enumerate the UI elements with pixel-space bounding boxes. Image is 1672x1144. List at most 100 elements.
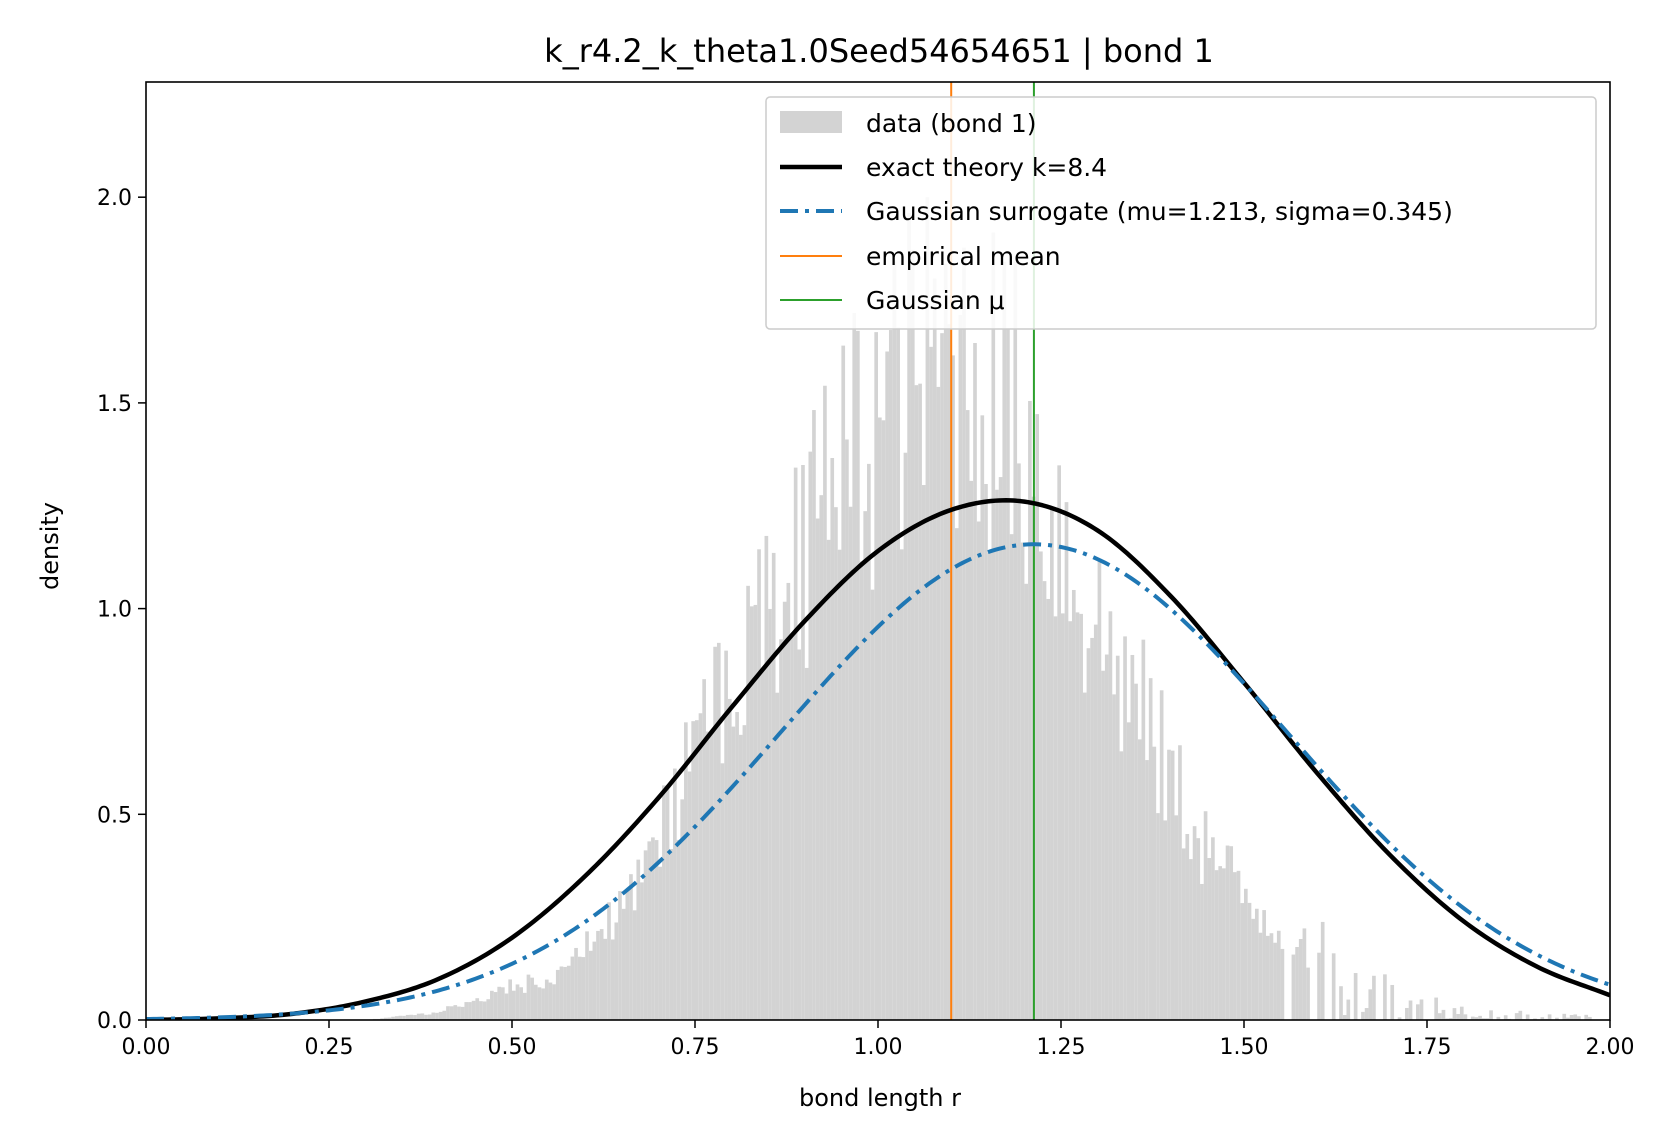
- histogram-bar: [1064, 502, 1069, 1020]
- histogram-bar: [541, 988, 545, 1020]
- histogram-bar: [742, 725, 747, 1020]
- histogram-bar: [1152, 746, 1157, 1020]
- histogram-bar: [899, 549, 904, 1020]
- histogram: [365, 197, 1610, 1020]
- plot-area: [146, 82, 1610, 1020]
- histogram-bar: [1306, 967, 1310, 1020]
- histogram-bar: [1163, 820, 1168, 1020]
- histogram-bar: [1298, 938, 1303, 1020]
- histogram-bar: [599, 929, 604, 1020]
- histogram-bar: [1485, 1018, 1490, 1020]
- histogram-bar: [1405, 1007, 1409, 1020]
- histogram-bar: [881, 420, 886, 1020]
- legend-label: Gaussian μ: [866, 286, 1005, 315]
- histogram-bar: [533, 984, 538, 1020]
- histogram-bar: [643, 850, 648, 1020]
- histogram-bar: [771, 552, 776, 1020]
- histogram-bar: [563, 966, 567, 1020]
- histogram-bar: [976, 521, 981, 1020]
- histogram-bar: [427, 1014, 432, 1020]
- histogram-bar: [1448, 1018, 1453, 1020]
- histogram-bar: [574, 947, 578, 1020]
- histogram-bar: [1211, 837, 1215, 1020]
- histogram-bar: [577, 956, 582, 1020]
- y-tick-label: 2.0: [97, 186, 132, 211]
- histogram-bar: [522, 992, 527, 1020]
- x-tick-label: 2.00: [1586, 1035, 1635, 1060]
- histogram-bar: [1478, 1015, 1482, 1020]
- histogram-bar: [420, 1013, 425, 1020]
- histogram-bar: [629, 874, 633, 1020]
- histogram-bar: [457, 1006, 461, 1020]
- histogram-bar: [1540, 1017, 1545, 1020]
- histogram-bar: [684, 722, 688, 1020]
- histogram-bar: [490, 990, 494, 1020]
- histogram-bar: [1090, 637, 1094, 1020]
- histogram-bar: [727, 698, 732, 1020]
- histogram-bar: [632, 910, 637, 1020]
- histogram-bar: [790, 635, 794, 1020]
- histogram-bar: [519, 987, 523, 1020]
- histogram-bar: [921, 485, 926, 1020]
- histogram-bar: [530, 977, 534, 1020]
- histogram-bar: [724, 650, 728, 1020]
- histogram-bar: [1463, 1014, 1468, 1020]
- histogram-bar: [592, 941, 597, 1020]
- histogram-bar: [973, 342, 977, 1020]
- histogram-bar: [424, 1014, 428, 1020]
- histogram-bar: [947, 324, 952, 1020]
- histogram-bar: [559, 966, 564, 1020]
- histogram-bar: [962, 247, 966, 1020]
- histogram-bar: [460, 1006, 465, 1020]
- histogram-bar: [812, 410, 816, 1020]
- histogram-bar: [764, 535, 769, 1020]
- gaussian-surrogate-line: [146, 542, 1610, 1020]
- histogram-bar: [815, 518, 820, 1020]
- histogram-bar: [1437, 1013, 1442, 1020]
- histogram-bar: [651, 837, 655, 1020]
- histogram-bar: [1562, 1013, 1567, 1020]
- histogram-bar: [910, 249, 915, 1020]
- histogram-bar: [391, 1016, 395, 1020]
- histogram-bar: [405, 1014, 410, 1020]
- histogram-bar: [640, 882, 644, 1020]
- histogram-bar: [713, 646, 717, 1020]
- histogram-bar: [1251, 918, 1255, 1020]
- histogram-bar: [1108, 611, 1113, 1020]
- histogram-bar: [852, 312, 857, 1020]
- histogram-bar: [1525, 1014, 1530, 1020]
- histogram-bar: [1295, 947, 1299, 1020]
- histogram-bar: [1361, 1011, 1365, 1020]
- x-tick-label: 1.00: [854, 1035, 903, 1060]
- histogram-bar: [1028, 400, 1032, 1020]
- histogram-bar: [951, 355, 955, 1020]
- legend-label: data (bond 1): [866, 109, 1037, 138]
- histogram-bar: [442, 1010, 447, 1020]
- histogram-bar: [570, 956, 575, 1020]
- histogram-bar: [1086, 648, 1091, 1020]
- histogram-bar: [1097, 558, 1102, 1020]
- histogram-bar: [464, 1002, 469, 1020]
- histogram-bar: [515, 984, 520, 1020]
- histogram-bar: [1474, 1017, 1479, 1020]
- histogram-bar: [1093, 624, 1098, 1020]
- histogram-bar: [1456, 1014, 1460, 1020]
- histogram-bar: [603, 938, 608, 1020]
- histogram-bar: [1364, 1008, 1369, 1020]
- histogram-bar: [1061, 613, 1065, 1020]
- histogram-bar: [1200, 883, 1204, 1020]
- histogram-bar: [394, 1016, 399, 1020]
- histogram-bar: [1115, 655, 1120, 1020]
- histogram-bar: [1101, 670, 1105, 1020]
- histogram-bar: [1258, 932, 1263, 1020]
- x-tick-label: 0.25: [305, 1035, 354, 1060]
- histogram-bar: [1134, 683, 1138, 1020]
- histogram-bar: [716, 642, 721, 1020]
- histogram-bar: [823, 385, 827, 1020]
- histogram-bar: [1547, 1014, 1552, 1020]
- histogram-bar: [555, 969, 560, 1020]
- histogram-bar: [438, 1011, 443, 1020]
- histogram-bar: [782, 601, 787, 1020]
- histogram-bar: [618, 891, 622, 1020]
- histogram-bar: [746, 585, 750, 1020]
